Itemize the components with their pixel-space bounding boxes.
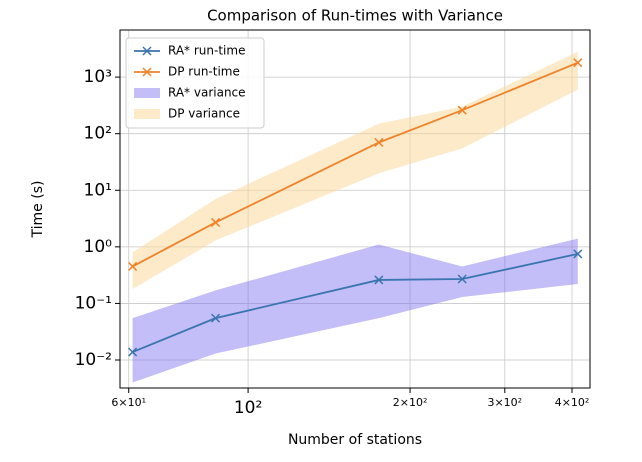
- legend-swatch: [134, 109, 160, 119]
- marker: [573, 249, 583, 259]
- marker: [374, 137, 384, 147]
- y-tick-label: 10¹: [84, 180, 112, 200]
- variance-band: [132, 238, 578, 383]
- legend: RA* run-time DP run-time RA* variance DP va…: [125, 37, 265, 129]
- legend-box: [125, 37, 265, 129]
- chart-title: Comparison of Run-times with Variance: [207, 7, 503, 25]
- y-tick-label: 10⁻²: [75, 350, 112, 370]
- legend-label: DP run-time: [168, 65, 240, 79]
- legend-marker: [142, 67, 152, 77]
- legend-label: DP variance: [168, 107, 240, 121]
- marker: [211, 313, 221, 323]
- y-axis-label: Time (s): [30, 181, 46, 239]
- y-tick-label: 10³: [84, 67, 112, 87]
- x-tick-label: 4×10²: [555, 396, 590, 409]
- x-tick-label: 6×10¹: [111, 396, 146, 409]
- plot-frame: [119, 29, 591, 389]
- marker: [128, 261, 138, 271]
- x-axis-label: Number of stations: [288, 432, 422, 448]
- y-tick-label: 10²: [84, 124, 112, 144]
- marker: [128, 347, 138, 357]
- x-tick-label: 3×10²: [487, 396, 522, 409]
- legend-swatch: [134, 88, 160, 98]
- marker: [457, 105, 467, 115]
- legend-marker: [142, 46, 152, 56]
- legend-label: RA* run-time: [168, 44, 245, 58]
- marker: [374, 275, 384, 285]
- legend-label: RA* variance: [168, 86, 246, 100]
- y-tick-label: 10⁻¹: [75, 293, 112, 313]
- variance-band: [132, 51, 578, 289]
- x-tick-label: 2×10²: [393, 396, 428, 409]
- marker: [573, 58, 583, 68]
- x-tick-label: 10²: [234, 398, 262, 418]
- y-tick-label: 10⁰: [84, 237, 113, 257]
- marker: [211, 217, 221, 227]
- marker: [457, 274, 467, 284]
